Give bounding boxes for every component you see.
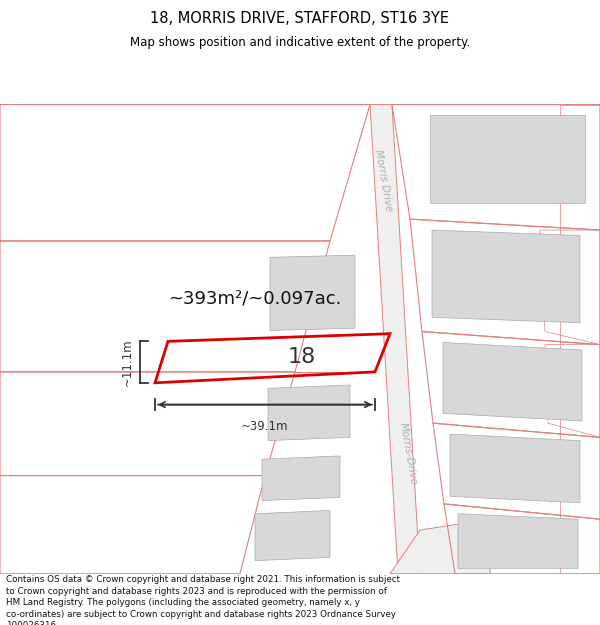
Polygon shape bbox=[430, 116, 585, 202]
Polygon shape bbox=[255, 511, 330, 561]
Text: Morris-Drive: Morris-Drive bbox=[398, 422, 418, 486]
Text: 18: 18 bbox=[288, 348, 316, 368]
Polygon shape bbox=[262, 456, 340, 501]
Text: ~39.1m: ~39.1m bbox=[241, 420, 289, 433]
Text: Map shows position and indicative extent of the property.: Map shows position and indicative extent… bbox=[130, 36, 470, 49]
Polygon shape bbox=[390, 519, 490, 574]
Polygon shape bbox=[450, 434, 580, 503]
Text: ~393m²/~0.097ac.: ~393m²/~0.097ac. bbox=[169, 290, 341, 308]
Polygon shape bbox=[458, 514, 578, 568]
Text: Morris Drive: Morris Drive bbox=[373, 149, 394, 213]
Polygon shape bbox=[432, 230, 580, 322]
Polygon shape bbox=[268, 385, 350, 441]
Text: 18, MORRIS DRIVE, STAFFORD, ST16 3YE: 18, MORRIS DRIVE, STAFFORD, ST16 3YE bbox=[151, 11, 449, 26]
Text: Contains OS data © Crown copyright and database right 2021. This information is : Contains OS data © Crown copyright and d… bbox=[6, 576, 400, 625]
Polygon shape bbox=[443, 342, 582, 421]
Polygon shape bbox=[370, 104, 420, 574]
Text: ~11.1m: ~11.1m bbox=[121, 338, 134, 386]
Polygon shape bbox=[270, 255, 355, 331]
